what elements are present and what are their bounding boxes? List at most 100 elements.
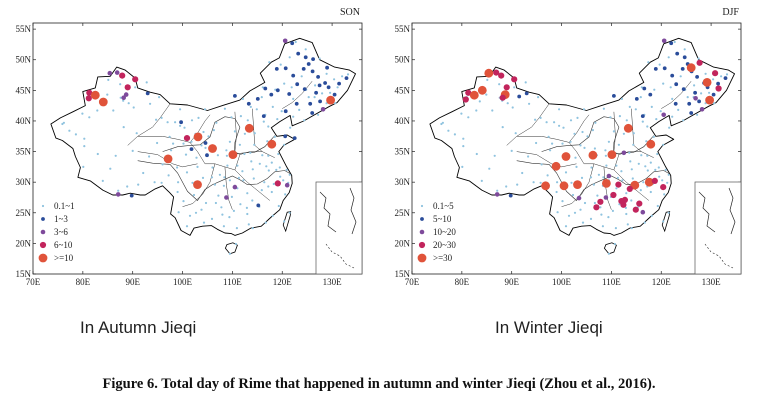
station-marker [263,181,266,184]
rime-station-class5 [163,154,173,164]
province-boundary [182,163,216,207]
station-marker [656,204,659,208]
station-marker [640,154,643,157]
station-marker [179,108,182,111]
rime-station-class4 [511,76,518,83]
station-marker [589,217,593,220]
station-marker [176,190,179,194]
station-marker [260,189,263,192]
station-marker [131,149,134,152]
station-marker [179,124,182,127]
station-marker [232,209,235,212]
station-marker [74,133,77,136]
station-marker [549,149,552,152]
station-marker [149,102,152,105]
station-marker [609,116,612,119]
station-marker [607,140,610,143]
autumn-rime-map: 70E 80E 90E 100E 110E 120E 130E 55N 50N 45N 40N 35N… [16,7,363,287]
y-tick-label: 20N [16,238,32,248]
province-boundary [127,103,171,146]
station-marker [575,165,578,168]
station-marker [659,110,662,113]
rime-station-class2 [317,83,322,88]
station-marker [135,132,138,135]
station-marker [161,163,164,166]
y-tick-label: 30N [395,177,411,187]
rime-station-class5 [98,97,108,107]
station-marker [615,187,618,190]
rime-station-class4 [610,191,617,199]
station-marker [288,173,291,176]
station-marker [233,130,236,133]
station-marker [649,190,652,194]
station-marker [176,166,179,169]
station-marker [239,115,242,118]
station-marker [639,96,642,99]
station-marker [611,209,614,212]
station-marker [284,193,287,196]
station-marker [191,181,194,184]
station-marker [600,213,603,216]
station-marker [202,221,206,224]
station-marker [580,176,584,179]
rime-station-class2 [311,57,315,61]
station-marker [630,168,633,171]
y-tick-label: 55N [395,24,411,34]
station-marker [547,135,550,138]
rime-station-class5 [561,152,571,161]
station-marker [285,168,288,171]
rime-station-class5 [541,181,550,191]
station-marker [222,225,225,228]
province-boundary [516,151,577,168]
river [541,116,655,155]
station-marker [239,203,242,206]
station-marker [172,142,175,145]
rime-station-class4 [632,206,639,213]
station-marker [630,227,633,230]
rime-station-class2 [697,99,701,104]
rime-station-class3 [661,112,666,118]
autumn-panel-caption: In Autumn Jieqi [80,318,197,337]
rime-station-class2 [256,203,261,208]
station-marker [83,145,86,148]
station-marker [485,93,488,96]
rime-station-class4 [85,95,92,102]
rime-station-class5 [244,123,254,133]
station-marker [267,125,270,128]
station-marker [579,208,582,211]
y-tick-label: 50N [395,55,411,65]
station-marker [725,73,729,76]
station-marker [634,108,637,111]
rime-station-class2 [294,101,299,106]
station-marker [521,171,524,175]
station-marker [478,100,481,103]
station-marker [644,165,647,168]
station-marker [669,86,672,89]
station-marker [628,105,631,108]
station-marker [712,78,715,81]
station-marker [475,152,478,156]
station-marker [546,174,549,177]
station-marker [615,164,618,167]
rime-station-class4 [86,89,93,96]
province-boundary [234,111,241,155]
station-marker [272,182,275,186]
rime-station-class4 [124,84,131,91]
rime-station-class2 [203,141,208,145]
station-marker [106,93,109,96]
rime-station-class4 [636,200,643,207]
station-marker [96,152,99,156]
rime-station-class2 [179,120,184,125]
station-marker [537,96,540,99]
rime-station-class4 [715,85,722,92]
china-border [429,37,735,236]
rime-station-class4 [615,181,622,188]
province-boundary [137,151,198,168]
station-marker [604,149,607,152]
station-marker [539,116,542,119]
rime-station-class2 [682,55,687,60]
station-marker [249,151,252,154]
station-marker [280,110,283,113]
station-marker [486,78,489,81]
station-marker [228,252,231,255]
